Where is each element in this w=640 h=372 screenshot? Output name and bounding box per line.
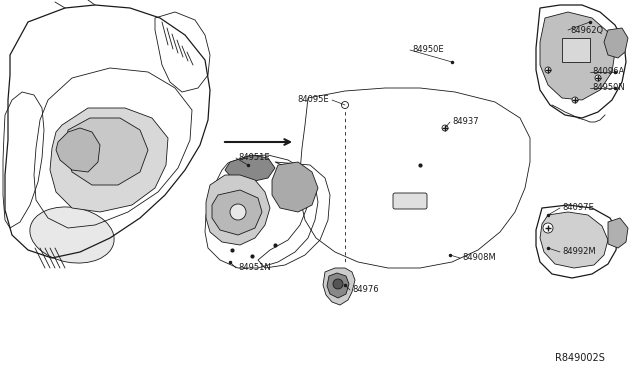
- Circle shape: [545, 67, 551, 73]
- Circle shape: [595, 75, 601, 81]
- Polygon shape: [212, 190, 262, 235]
- Polygon shape: [225, 155, 275, 182]
- Text: 84992M: 84992M: [562, 247, 596, 257]
- Polygon shape: [206, 175, 270, 245]
- Circle shape: [333, 279, 343, 289]
- Polygon shape: [50, 108, 168, 212]
- Text: 84937: 84937: [452, 118, 479, 126]
- Polygon shape: [540, 12, 615, 100]
- Polygon shape: [327, 273, 349, 298]
- Text: 84908M: 84908M: [462, 253, 496, 263]
- Polygon shape: [66, 118, 148, 185]
- Text: 84096A: 84096A: [592, 67, 624, 77]
- Text: 84095E: 84095E: [297, 96, 328, 105]
- Text: 84950E: 84950E: [412, 45, 444, 55]
- Text: 84962Q: 84962Q: [570, 26, 603, 35]
- Polygon shape: [272, 162, 318, 212]
- Text: 84951E: 84951E: [238, 154, 269, 163]
- Text: 84951N: 84951N: [238, 263, 271, 273]
- Text: 84950N: 84950N: [592, 83, 625, 93]
- FancyBboxPatch shape: [393, 193, 427, 209]
- Polygon shape: [323, 268, 355, 305]
- Circle shape: [543, 223, 553, 233]
- Polygon shape: [604, 28, 628, 58]
- Circle shape: [442, 125, 448, 131]
- Circle shape: [572, 97, 578, 103]
- Circle shape: [342, 102, 349, 109]
- Text: 84976: 84976: [352, 285, 379, 295]
- Text: R849002S: R849002S: [555, 353, 605, 363]
- Polygon shape: [56, 128, 100, 172]
- Circle shape: [230, 204, 246, 220]
- Polygon shape: [540, 212, 608, 268]
- Ellipse shape: [30, 207, 114, 263]
- Polygon shape: [608, 218, 628, 248]
- Polygon shape: [562, 38, 590, 62]
- Text: 84097E: 84097E: [562, 203, 594, 212]
